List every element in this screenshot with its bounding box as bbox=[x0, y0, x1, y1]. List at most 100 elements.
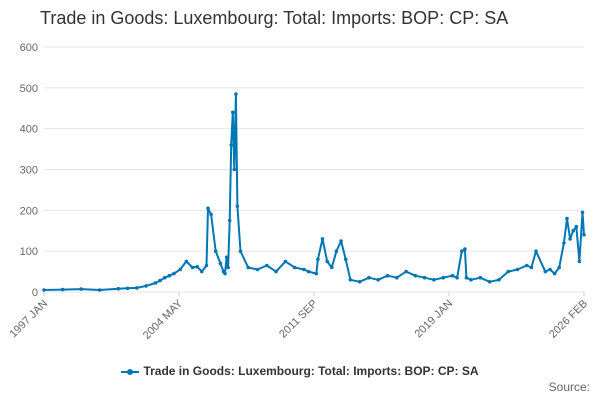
data-point[interactable] bbox=[200, 269, 204, 274]
data-point[interactable] bbox=[395, 275, 399, 280]
data-point[interactable] bbox=[385, 273, 390, 278]
data-point[interactable] bbox=[506, 269, 511, 274]
data-point[interactable] bbox=[320, 237, 325, 241]
data-point[interactable] bbox=[162, 275, 167, 280]
data-point[interactable] bbox=[557, 265, 561, 270]
data-point[interactable] bbox=[441, 275, 446, 280]
data-point[interactable] bbox=[274, 269, 278, 274]
data-point[interactable] bbox=[206, 206, 210, 211]
data-point[interactable] bbox=[125, 286, 130, 291]
data-point[interactable] bbox=[204, 263, 209, 268]
data-point[interactable] bbox=[582, 233, 586, 237]
data-point[interactable] bbox=[348, 278, 353, 282]
data-point[interactable] bbox=[343, 257, 348, 262]
x-tick-label: 1997 JAN bbox=[7, 298, 50, 341]
data-point[interactable] bbox=[463, 247, 467, 251]
data-point[interactable] bbox=[525, 263, 529, 268]
data-point[interactable] bbox=[283, 259, 288, 264]
data-point[interactable] bbox=[316, 257, 320, 262]
y-tick-label: 600 bbox=[20, 42, 38, 54]
data-point[interactable] bbox=[229, 143, 233, 147]
data-point[interactable] bbox=[190, 265, 195, 270]
data-point[interactable] bbox=[367, 275, 371, 280]
data-point[interactable] bbox=[224, 255, 229, 260]
data-point[interactable] bbox=[571, 229, 575, 233]
data-point[interactable] bbox=[231, 110, 235, 115]
data-point[interactable] bbox=[376, 278, 381, 282]
data-point[interactable] bbox=[562, 241, 566, 245]
data-point[interactable] bbox=[209, 212, 213, 217]
y-tick-label: 100 bbox=[20, 246, 38, 258]
data-point[interactable] bbox=[135, 286, 139, 290]
data-point[interactable] bbox=[432, 278, 436, 282]
data-point[interactable] bbox=[404, 269, 408, 274]
data-point[interactable] bbox=[478, 275, 483, 280]
data-point[interactable] bbox=[464, 275, 469, 280]
data-point[interactable] bbox=[232, 167, 237, 172]
data-point[interactable] bbox=[413, 273, 418, 278]
data-point[interactable] bbox=[223, 271, 227, 276]
y-tick-label: 300 bbox=[20, 165, 38, 177]
legend[interactable]: Trade in Goods: Luxembourg: Total: Impor… bbox=[0, 364, 600, 378]
y-tick-label: 400 bbox=[20, 124, 38, 136]
series-layer bbox=[42, 92, 586, 292]
data-point[interactable] bbox=[565, 216, 569, 221]
data-point[interactable] bbox=[306, 269, 311, 274]
data-point[interactable] bbox=[79, 287, 83, 291]
data-point[interactable] bbox=[238, 249, 243, 253]
x-tick-label: 2026 FEB bbox=[547, 298, 590, 341]
data-point[interactable] bbox=[218, 261, 223, 266]
data-point[interactable] bbox=[42, 288, 46, 292]
data-point[interactable] bbox=[213, 249, 218, 253]
data-point[interactable] bbox=[339, 239, 343, 243]
data-point[interactable] bbox=[314, 271, 319, 276]
data-point[interactable] bbox=[357, 280, 362, 284]
data-point[interactable] bbox=[158, 278, 162, 283]
data-point[interactable] bbox=[568, 237, 572, 241]
data-point[interactable] bbox=[153, 281, 158, 285]
data-point[interactable] bbox=[548, 267, 552, 272]
data-point[interactable] bbox=[334, 249, 339, 253]
data-point[interactable] bbox=[450, 273, 455, 278]
data-point[interactable] bbox=[116, 286, 121, 291]
data-point[interactable] bbox=[515, 267, 520, 272]
legend-label: Trade in Goods: Luxembourg: Total: Impor… bbox=[143, 364, 479, 378]
legend-line-icon bbox=[121, 367, 140, 377]
data-point[interactable] bbox=[552, 271, 557, 276]
data-point[interactable] bbox=[97, 288, 102, 292]
data-point[interactable] bbox=[460, 249, 464, 253]
data-point[interactable] bbox=[226, 265, 230, 270]
data-point[interactable] bbox=[235, 204, 240, 209]
data-point[interactable] bbox=[246, 265, 250, 270]
data-point[interactable] bbox=[195, 264, 199, 269]
data-point[interactable] bbox=[325, 259, 330, 264]
data-point[interactable] bbox=[534, 249, 538, 253]
data-point[interactable] bbox=[172, 271, 176, 276]
data-point[interactable] bbox=[529, 265, 534, 270]
series-line[interactable] bbox=[43, 93, 585, 291]
data-point[interactable] bbox=[234, 92, 238, 96]
data-point[interactable] bbox=[255, 267, 260, 272]
data-point[interactable] bbox=[574, 224, 579, 229]
data-point[interactable] bbox=[469, 278, 473, 282]
data-point[interactable] bbox=[487, 280, 492, 284]
data-point[interactable] bbox=[292, 265, 297, 270]
data-point[interactable] bbox=[227, 218, 232, 223]
data-point[interactable] bbox=[60, 287, 65, 292]
data-point[interactable] bbox=[167, 273, 172, 278]
data-point[interactable] bbox=[543, 269, 548, 274]
data-point[interactable] bbox=[422, 275, 427, 280]
data-point[interactable] bbox=[144, 284, 148, 288]
data-point[interactable] bbox=[302, 267, 306, 272]
data-point[interactable] bbox=[455, 275, 459, 280]
data-point[interactable] bbox=[265, 263, 269, 268]
data-point[interactable] bbox=[184, 259, 189, 264]
data-point[interactable] bbox=[577, 259, 582, 264]
data-point[interactable] bbox=[330, 265, 334, 270]
x-tick-label: 2004 MAY bbox=[141, 297, 186, 342]
data-point[interactable] bbox=[580, 210, 585, 215]
data-point[interactable] bbox=[497, 278, 501, 282]
x-tick-label: 2011 SEP bbox=[277, 298, 320, 341]
data-point[interactable] bbox=[178, 267, 182, 272]
